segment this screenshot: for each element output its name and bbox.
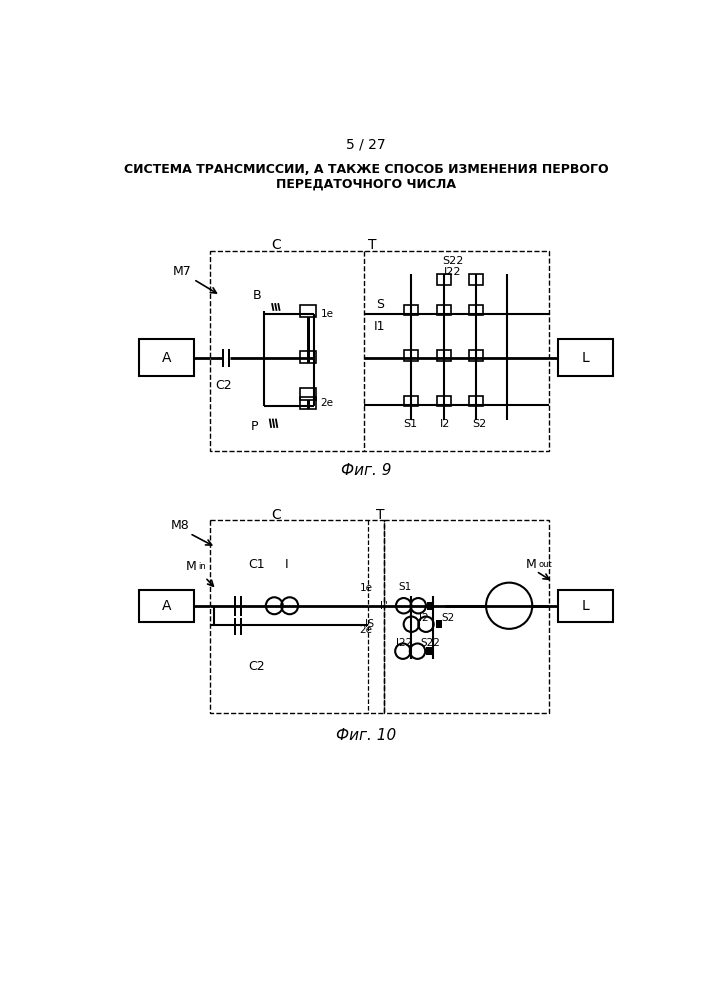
Bar: [403, 305, 418, 316]
Text: S1: S1: [403, 419, 418, 429]
Text: M8: M8: [171, 519, 190, 532]
Text: I2: I2: [419, 613, 428, 623]
Bar: [241, 595, 242, 615]
Text: T: T: [376, 507, 384, 521]
Text: C2: C2: [215, 379, 232, 392]
Bar: [403, 350, 418, 361]
Bar: [301, 305, 316, 317]
Bar: [301, 397, 316, 410]
Text: S22: S22: [420, 638, 440, 648]
Text: C1: C1: [248, 557, 265, 570]
Text: M7: M7: [173, 265, 191, 278]
Bar: [301, 388, 316, 401]
Bar: [437, 350, 451, 361]
Text: S2: S2: [472, 419, 486, 429]
Text: in: in: [198, 562, 206, 571]
Bar: [469, 350, 483, 361]
Bar: [241, 618, 242, 635]
Bar: [234, 618, 236, 635]
Text: ПЕРЕДАТОЧНОГО ЧИСЛА: ПЕРЕДАТОЧНОГО ЧИСЛА: [276, 177, 456, 190]
Bar: [139, 589, 194, 622]
Bar: [383, 520, 549, 712]
Text: M: M: [526, 558, 537, 571]
Text: IS: IS: [366, 619, 374, 629]
Text: C: C: [271, 239, 281, 253]
Bar: [426, 647, 432, 655]
Text: СИСТЕМА ТРАНСМИССИИ, А ТАКЖЕ СПОСОБ ИЗМЕНЕНИЯ ПЕРВОГО: СИСТЕМА ТРАНСМИССИИ, А ТАКЖЕ СПОСОБ ИЗМЕ…: [124, 164, 608, 177]
Text: 1e: 1e: [359, 583, 373, 593]
Text: I22: I22: [396, 638, 412, 648]
Bar: [427, 602, 433, 609]
Text: L: L: [581, 598, 589, 612]
Text: S2: S2: [442, 613, 455, 623]
Bar: [403, 396, 418, 407]
Bar: [436, 620, 442, 628]
Bar: [437, 396, 451, 407]
Text: I": I": [380, 600, 388, 610]
Bar: [558, 340, 613, 377]
Text: 2e: 2e: [321, 399, 333, 409]
Text: T: T: [368, 239, 376, 253]
Bar: [234, 595, 236, 615]
Bar: [211, 251, 549, 451]
Bar: [469, 396, 483, 407]
Text: S22: S22: [442, 256, 463, 266]
Bar: [139, 340, 194, 377]
Text: Фиг. 10: Фиг. 10: [336, 728, 396, 743]
Text: P: P: [251, 420, 258, 433]
Text: 2e: 2e: [359, 624, 373, 634]
Text: I1: I1: [374, 320, 386, 333]
Text: B: B: [252, 289, 261, 302]
Text: out: out: [538, 560, 552, 569]
Text: 5 / 27: 5 / 27: [346, 138, 386, 152]
Bar: [469, 305, 483, 316]
Bar: [437, 305, 451, 316]
Bar: [222, 349, 224, 367]
Bar: [301, 351, 316, 364]
Text: L: L: [581, 351, 589, 365]
Text: A: A: [162, 351, 171, 365]
Text: A: A: [162, 598, 171, 612]
Bar: [469, 274, 483, 285]
Text: I22: I22: [444, 268, 462, 278]
Text: C: C: [271, 507, 281, 521]
Bar: [437, 274, 451, 285]
Text: M: M: [186, 560, 196, 573]
Text: S1: S1: [398, 582, 412, 592]
Text: S: S: [376, 298, 384, 311]
Text: 1e: 1e: [321, 309, 333, 319]
Bar: [558, 589, 613, 622]
Bar: [306, 317, 310, 364]
Bar: [228, 349, 230, 367]
Text: I2: I2: [440, 419, 451, 429]
Text: I: I: [285, 557, 288, 570]
Text: C2: C2: [248, 660, 265, 673]
Bar: [306, 401, 310, 410]
Text: Фиг. 9: Фиг. 9: [341, 463, 391, 478]
Bar: [211, 520, 383, 712]
